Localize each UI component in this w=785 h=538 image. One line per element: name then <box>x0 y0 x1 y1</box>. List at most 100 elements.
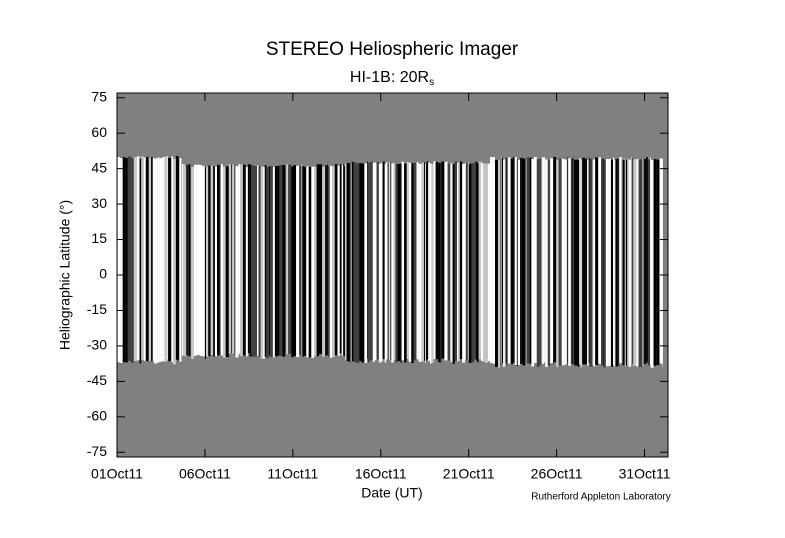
image-stripe <box>517 159 521 365</box>
image-stripe <box>359 163 362 362</box>
image-stripe <box>376 161 379 360</box>
image-stripe <box>485 163 487 364</box>
image-stripe <box>451 163 453 363</box>
image-stripe <box>468 163 472 363</box>
image-stripe <box>247 164 250 354</box>
image-stripe <box>459 161 463 360</box>
image-stripe <box>257 165 259 356</box>
image-stripe <box>471 163 475 363</box>
image-stripe <box>378 163 382 363</box>
image-stripe <box>582 157 586 365</box>
image-stripe <box>643 157 645 365</box>
image-stripe <box>302 165 304 357</box>
image-stripe <box>167 156 169 360</box>
image-stripe <box>397 163 401 362</box>
image-stripe <box>133 157 137 362</box>
image-stripe <box>505 158 507 364</box>
image-stripe <box>589 158 593 367</box>
image-stripe <box>299 165 302 356</box>
image-stripe <box>219 164 221 355</box>
image-stripe <box>386 162 388 360</box>
image-stripe <box>621 157 623 363</box>
image-stripe <box>429 163 432 364</box>
image-stripe <box>182 164 186 356</box>
subtitle-main: HI-1B: 20R <box>350 69 429 86</box>
image-stripe <box>478 161 482 360</box>
image-stripe <box>639 159 643 367</box>
image-stripe <box>462 163 465 363</box>
image-stripe <box>391 163 394 363</box>
image-stripe <box>431 163 434 363</box>
image-stripe <box>435 161 436 360</box>
image-stripe <box>401 161 405 361</box>
image-stripe <box>615 159 618 367</box>
image-stripe <box>269 165 273 358</box>
image-stripe <box>381 162 383 362</box>
image-stripe <box>210 165 214 356</box>
image-stripe <box>296 165 300 358</box>
image-stripe <box>579 158 581 365</box>
image-stripe <box>500 157 502 364</box>
image-stripe <box>182 164 183 356</box>
credit: Rutherford Appleton Laboratory <box>531 492 671 503</box>
image-stripe <box>513 157 515 363</box>
image-stripe <box>421 162 425 362</box>
image-stripe <box>196 164 200 355</box>
image-stripe <box>400 163 402 364</box>
image-stripe <box>495 159 498 367</box>
image-stripe <box>285 165 286 355</box>
image-stripe <box>194 164 197 356</box>
y-tick-label: -60 <box>87 408 107 424</box>
image-stripe <box>561 158 563 365</box>
image-stripe <box>550 158 554 364</box>
chart-title: STEREO Heliospheric Imager <box>266 39 519 60</box>
image-stripe <box>382 161 385 359</box>
image-stripe <box>260 166 264 359</box>
image-stripe <box>387 162 389 361</box>
image-stripe <box>258 165 261 357</box>
x-tick-label: 01Oct11 <box>91 466 143 482</box>
image-stripe <box>367 161 368 359</box>
image-stripe <box>117 156 121 363</box>
image-stripe <box>316 164 320 357</box>
image-stripe <box>408 162 412 362</box>
image-stripe <box>531 159 535 367</box>
x-tick-label: 11Oct11 <box>267 466 318 482</box>
image-stripe <box>438 162 441 363</box>
image-stripe <box>206 166 209 357</box>
image-stripe <box>622 159 625 366</box>
image-stripe <box>139 158 142 364</box>
image-stripe <box>361 163 365 363</box>
image-stripe <box>585 158 588 365</box>
y-tick-label: 30 <box>91 195 107 211</box>
image-stripe <box>199 165 203 356</box>
image-stripe <box>444 161 448 361</box>
image-stripe <box>345 163 347 361</box>
image-stripe <box>406 161 409 360</box>
image-stripe <box>481 162 484 361</box>
image-stripe <box>477 163 479 363</box>
image-stripe <box>277 165 280 356</box>
image-stripe <box>332 166 335 357</box>
image-stripe <box>564 159 567 365</box>
image-stripe <box>490 157 493 363</box>
image-stripe <box>647 159 650 366</box>
image-stripe <box>288 164 292 354</box>
image-stripe <box>223 166 226 358</box>
image-stripe <box>384 163 387 363</box>
x-tick-label: 06Oct11 <box>179 466 231 482</box>
image-stripe <box>593 159 596 367</box>
image-stripe <box>592 159 594 366</box>
image-stripe <box>232 164 235 354</box>
image-stripe <box>279 165 283 357</box>
image-stripe <box>605 159 609 367</box>
image-stripe <box>179 158 182 362</box>
image-stripe <box>624 158 626 367</box>
image-stripe <box>301 164 303 356</box>
image-stripe <box>178 157 180 362</box>
image-stripe <box>428 162 430 362</box>
image-stripe <box>325 165 327 357</box>
x-tick-label: 31Oct11 <box>619 466 671 482</box>
x-tick-label: 16Oct11 <box>355 466 407 482</box>
